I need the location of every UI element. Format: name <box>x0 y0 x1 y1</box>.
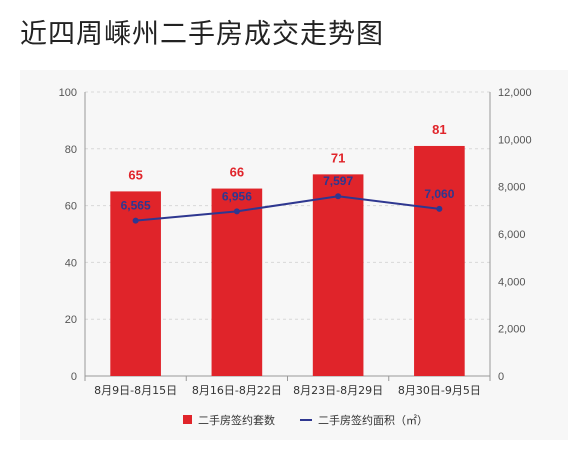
line-data-label: 7,060 <box>424 187 454 201</box>
x-tick-label: 8月30日-9月5日 <box>398 384 481 397</box>
y-right-tick-label: 2,000 <box>498 324 526 336</box>
bar <box>211 188 263 376</box>
y-left-tick-label: 40 <box>65 257 77 269</box>
y-right-tick-label: 12,000 <box>498 87 532 99</box>
line-data-label: 7,597 <box>323 174 353 188</box>
line-point <box>335 193 342 200</box>
bar <box>414 145 465 376</box>
y-left-tick-label: 60 <box>65 201 77 213</box>
y-right-tick-label: 6,000 <box>498 229 526 241</box>
bar-data-label: 71 <box>331 150 345 165</box>
legend-label: 二手房签约面积（㎡） <box>318 413 428 427</box>
legend-label: 二手房签约套数 <box>198 413 275 427</box>
area-series-line <box>135 195 440 222</box>
x-tick-label: 8月9日-8月15日 <box>94 384 177 397</box>
y-left-tick-label: 0 <box>71 371 77 383</box>
y-right-tick-label: 4,000 <box>498 276 526 288</box>
y-right-tick-label: 0 <box>498 371 504 383</box>
bar <box>312 174 364 376</box>
bar-data-label: 65 <box>128 167 142 182</box>
line-point <box>132 217 139 224</box>
legend-swatch-bar <box>183 415 192 424</box>
y-left-tick-label: 100 <box>59 87 77 99</box>
line-point <box>436 205 443 212</box>
line-data-label: 6,565 <box>121 199 151 213</box>
bar-data-label: 81 <box>432 122 446 137</box>
y-right-tick-label: 8,000 <box>498 182 526 194</box>
y-left-tick-label: 20 <box>65 314 77 326</box>
line-point <box>233 208 240 215</box>
chart-title: 近四周嵊州二手房成交走势图 <box>20 19 384 50</box>
bar-data-label: 66 <box>230 165 244 180</box>
x-tick-label: 8月16日-8月22日 <box>192 384 282 397</box>
line-data-label: 6,956 <box>222 189 252 203</box>
y-right-tick-label: 10,000 <box>498 134 532 146</box>
y-left-tick-label: 80 <box>65 144 77 156</box>
x-tick-label: 8月23日-8月29日 <box>293 384 383 397</box>
